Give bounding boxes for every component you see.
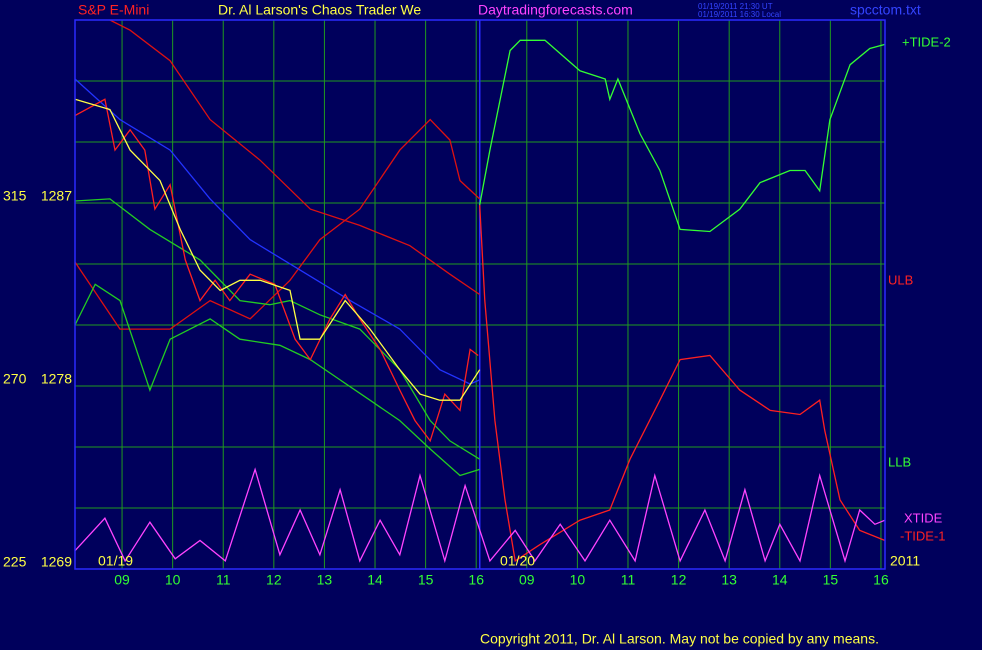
timestamp: 01/19/2011 21:30 UT [698, 2, 773, 11]
y-tick-label: 1287 [41, 188, 72, 204]
series-line [74, 198, 481, 460]
lines [74, 19, 886, 564]
y-tick-label: 1278 [41, 371, 72, 387]
series-line [74, 118, 481, 330]
x-tick-label: 13 [721, 572, 737, 588]
date-label: 01/20 [500, 553, 535, 569]
x-tick-label: 13 [317, 572, 333, 588]
series-line [74, 78, 480, 385]
x-tick-label: 15 [823, 572, 839, 588]
plot-frame [74, 19, 886, 570]
chart-title: S&P E-Mini [78, 2, 149, 18]
series-line [74, 98, 481, 401]
series-line [74, 98, 479, 443]
x-tick-label: 11 [216, 572, 231, 588]
timestamp: 01/19/2011 16:30 Local [698, 10, 781, 19]
date-label: 01/19 [98, 553, 133, 569]
file-name: spcctom.txt [850, 2, 921, 18]
x-tick-label: 14 [367, 572, 383, 588]
band-label: LLB [888, 454, 911, 469]
series-line [479, 39, 886, 233]
x-tick-label: 11 [621, 572, 636, 588]
x-tick-label: 16 [468, 572, 484, 588]
series-line [109, 19, 481, 296]
site: Daytradingforecasts.com [478, 2, 633, 18]
x-tick-label: 14 [772, 572, 788, 588]
x-tick-label: 16 [873, 572, 889, 588]
subtitle: Dr. Al Larson's Chaos Trader We [218, 2, 421, 18]
series-label: -TIDE-1 [900, 528, 946, 543]
x-tick-label: 09 [114, 572, 130, 588]
y2-tick-label: 225 [3, 554, 27, 570]
series-label: +TIDE-2 [902, 34, 951, 49]
series-label: XTIDE [904, 510, 943, 525]
x-tick-label: 10 [570, 572, 586, 588]
x-tick-label: 12 [671, 572, 687, 588]
y2-tick-label: 315 [3, 188, 27, 204]
copyright: Copyright 2011, Dr. Al Larson. May not b… [480, 631, 879, 647]
y2-tick-label: 270 [3, 371, 27, 387]
x-tick-label: 09 [519, 572, 535, 588]
series-line [74, 467, 886, 564]
date-label: 2011 [890, 553, 920, 569]
series-line [74, 283, 480, 477]
band-label: ULB [888, 272, 913, 287]
x-tick-label: 15 [418, 572, 434, 588]
series-line [479, 204, 886, 562]
x-tick-label: 12 [266, 572, 282, 588]
y-tick-label: 1269 [41, 554, 72, 570]
x-tick-label: 10 [165, 572, 181, 588]
